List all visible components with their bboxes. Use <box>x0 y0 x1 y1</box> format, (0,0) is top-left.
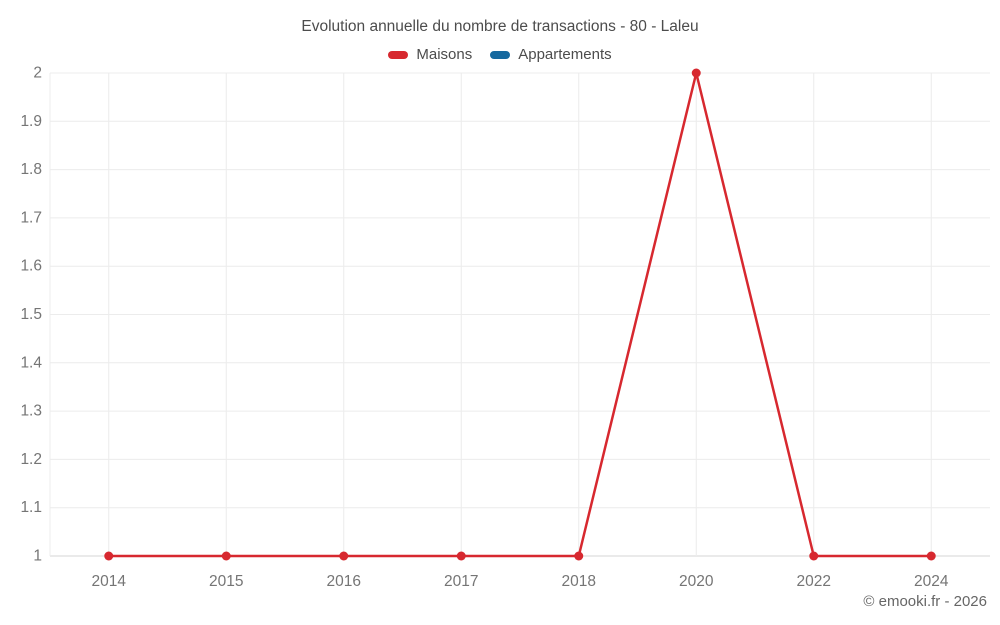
x-axis-tick-label: 2018 <box>562 573 596 590</box>
x-axis-tick-label: 2022 <box>797 573 831 590</box>
y-axis-tick-label: 2 <box>33 65 42 82</box>
y-axis-tick-label: 1.5 <box>20 306 42 323</box>
x-axis-tick-label: 2014 <box>92 573 127 590</box>
y-axis-tick-label: 1.1 <box>20 499 42 516</box>
legend-swatch <box>490 50 511 59</box>
x-axis-tick-label: 2020 <box>679 573 714 590</box>
y-axis-tick-label: 1.4 <box>20 354 42 371</box>
y-axis-tick-label: 1.2 <box>20 451 42 468</box>
y-axis-tick-label: 1 <box>33 548 42 565</box>
legend-label: Appartements <box>518 46 612 63</box>
series-line-maisons <box>107 71 933 558</box>
legend: Maisons Appartements <box>0 46 1000 63</box>
data-point-maisons-2017[interactable] <box>456 551 466 561</box>
y-axis-tick-label: 1.3 <box>20 403 42 420</box>
x-axis-tick-label: 2024 <box>914 573 949 590</box>
x-axis-tick-label: 2016 <box>327 573 361 590</box>
legend-item-maisons[interactable]: Maisons <box>388 46 472 63</box>
y-axis-tick-label: 1.9 <box>20 113 42 130</box>
legend-item-appartements[interactable]: Appartements <box>490 46 612 63</box>
y-axis-tick-label: 1.6 <box>20 258 42 275</box>
legend-label: Maisons <box>416 46 473 63</box>
data-point-maisons-2018[interactable] <box>574 551 584 561</box>
chart-title: Evolution annuelle du nombre de transact… <box>301 18 699 35</box>
y-axis-tick-label: 1.7 <box>20 209 42 226</box>
legend-swatch <box>388 50 409 59</box>
data-point-maisons-2015[interactable] <box>221 551 231 561</box>
data-point-maisons-2016[interactable] <box>339 551 349 561</box>
data-point-maisons-2024[interactable] <box>926 551 936 561</box>
watermark: © emooki.fr - 2026 <box>863 593 987 610</box>
x-axis-tick-label: 2015 <box>209 573 243 590</box>
data-point-maisons-2014[interactable] <box>104 551 114 561</box>
y-axis-tick-label: 1.8 <box>20 161 42 178</box>
x-axis-tick-label: 2017 <box>444 573 478 590</box>
data-point-maisons-2020[interactable] <box>691 68 701 78</box>
data-point-maisons-2022[interactable] <box>809 551 819 561</box>
